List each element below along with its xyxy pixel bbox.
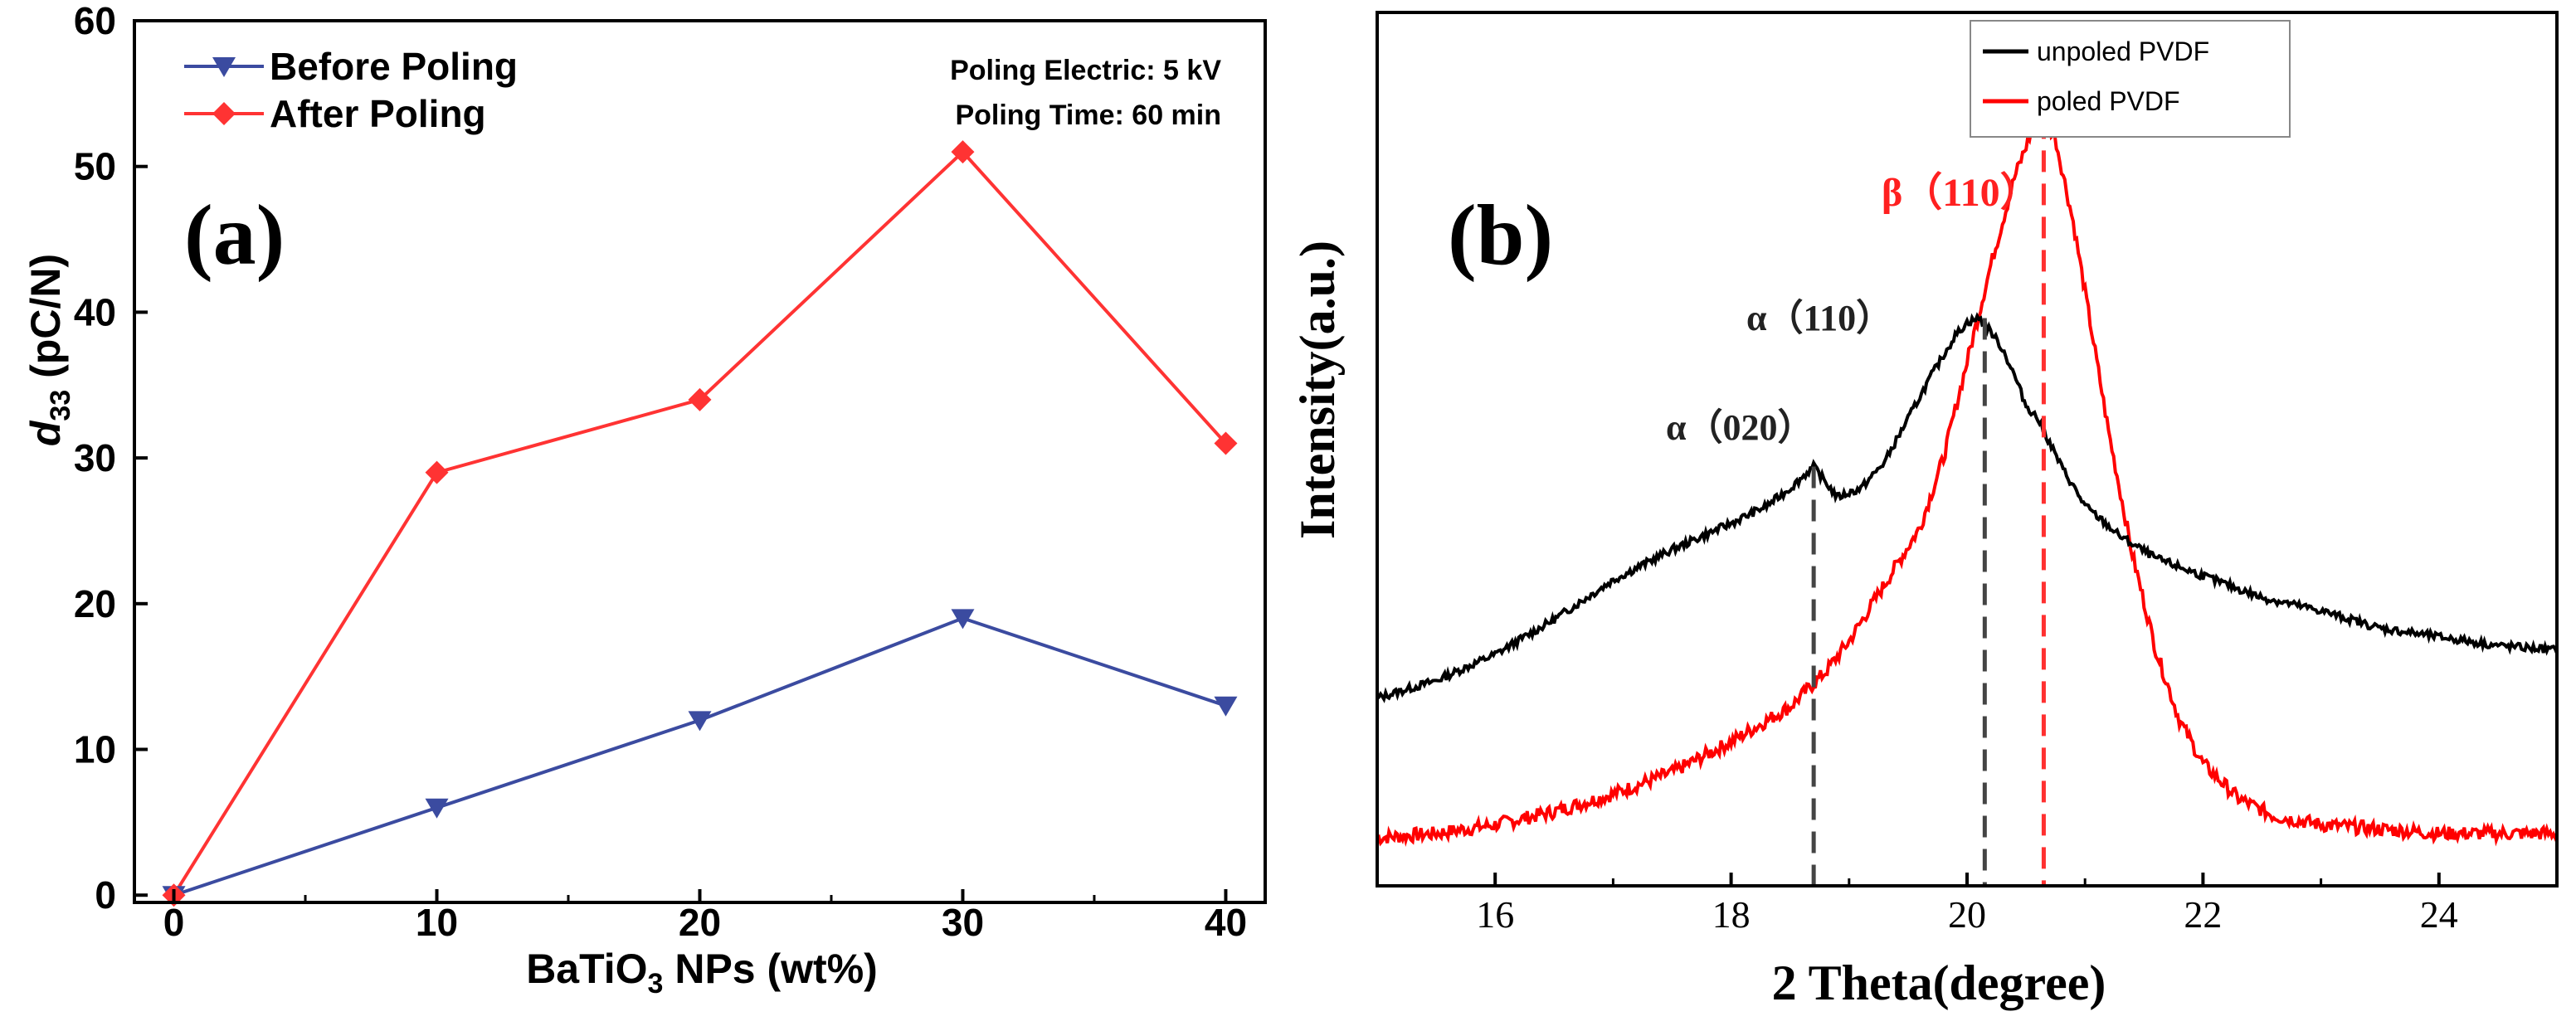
panel-b-chart: 16 18 20 22 24 2 Theta(degree) Intensity… <box>1290 11 2559 1010</box>
a-y-tick-label: 10 <box>74 728 116 771</box>
b-x-tick-label: 18 <box>1712 893 1751 936</box>
b-x-tick-label: 20 <box>1948 893 1986 936</box>
a-legend-marker-before <box>212 57 236 77</box>
a-data-point-after <box>688 387 712 411</box>
b-x-tick-label: 22 <box>2184 893 2222 936</box>
a-x-axis-title: BaTiO3 NPs (wt%) <box>526 946 878 999</box>
a-x-tick-label: 10 <box>416 901 458 944</box>
b-legend-box <box>1970 20 2291 138</box>
a-y-axis-title: d33 (pC/N) <box>22 254 76 446</box>
a-data-point-before <box>951 609 975 630</box>
b-legend-label-poled: poled PVDF <box>2037 86 2180 116</box>
b-series-line-poled <box>1376 109 2559 847</box>
a-x-tick-label: 20 <box>679 901 721 944</box>
a-legend: Before Poling After Poling <box>184 45 518 135</box>
a-y-tick-label: 20 <box>74 582 116 625</box>
a-y-tick-label: 50 <box>74 145 116 188</box>
a-legend-label-before: Before Poling <box>270 45 518 88</box>
a-y-tick-label: 30 <box>74 436 116 479</box>
b-x-tick-label: 16 <box>1476 893 1514 936</box>
a-data-point-before <box>1214 696 1238 717</box>
a-annotation-time: Poling Time: 60 min <box>955 100 1221 131</box>
b-series-line-unpoled <box>1376 312 2559 703</box>
b-x-axis-title: 2 Theta(degree) <box>1772 956 2106 1010</box>
a-x-tick-label: 30 <box>942 901 984 944</box>
a-data-point-before <box>425 798 449 819</box>
a-data-point-after <box>951 140 975 164</box>
b-panel-label: (b) <box>1448 187 1553 283</box>
b-peak-label-alpha-020: α（020） <box>1666 407 1814 448</box>
a-data-point-after <box>1214 431 1238 455</box>
b-legend-label-unpoled: unpoled PVDF <box>2037 36 2209 66</box>
b-legend: unpoled PVDF poled PVDF <box>1970 20 2291 138</box>
a-data-point-after <box>425 460 449 484</box>
a-x-tick-label: 0 <box>163 901 185 944</box>
a-data-point-before <box>688 711 712 732</box>
a-x-tick-label: 40 <box>1205 901 1247 944</box>
panel-a-chart: 0 10 20 30 40 0 10 20 30 40 50 60 BaTiO3… <box>22 0 1267 999</box>
b-peak-label-alpha-110: α（110） <box>1746 298 1892 338</box>
a-y-tick-label: 40 <box>74 290 116 333</box>
a-y-tick-label: 60 <box>74 0 116 42</box>
a-legend-marker-after <box>212 102 236 125</box>
a-annotation-voltage: Poling Electric: 5 kV <box>950 55 1221 86</box>
a-y-tick-label: 0 <box>95 873 116 917</box>
a-panel-label: (a) <box>184 187 285 283</box>
b-peak-label-beta-110: β（110） <box>1882 171 2040 215</box>
b-x-tick-label: 24 <box>2420 893 2458 936</box>
a-legend-label-after: After Poling <box>270 92 486 135</box>
b-y-axis-title: Intensity(a.u.) <box>1290 241 1345 539</box>
